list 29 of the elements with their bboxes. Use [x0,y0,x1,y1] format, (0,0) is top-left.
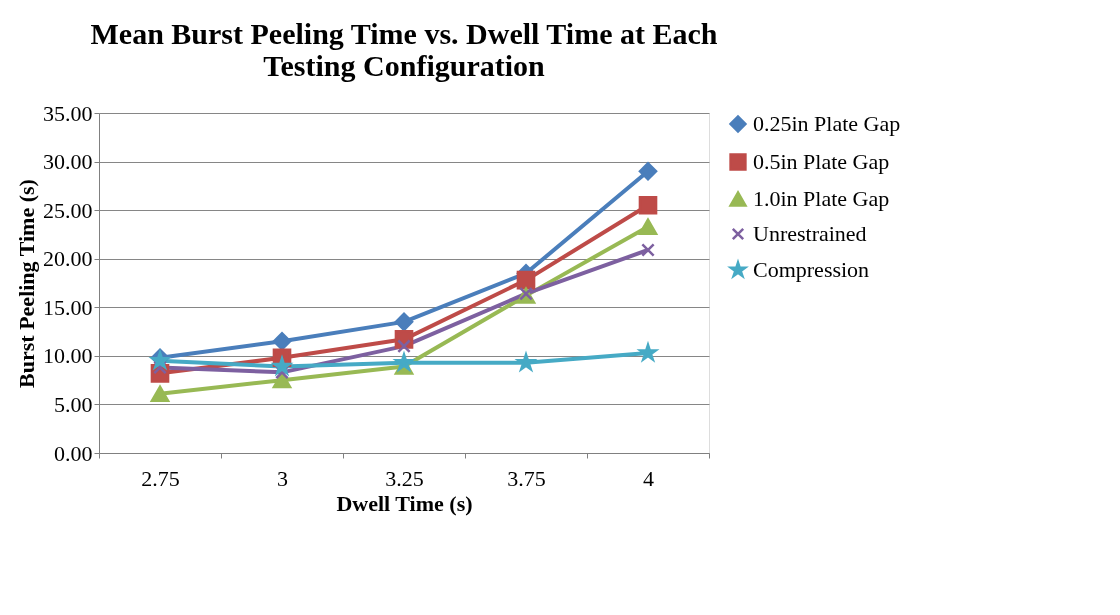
chart-title: Mean Burst Peeling Time vs. Dwell Time at Each Testing Configuration [90,17,718,82]
point [638,161,658,181]
y-tick-label: 5.00 [54,391,93,417]
legend-label: Unrestrained [753,221,867,246]
x-tick-label: 3.75 [507,465,546,491]
x-tick-label: 4 [643,465,654,491]
x-tick-label: 2.75 [141,465,180,491]
legend-label: 0.25in Plate Gap [753,111,901,136]
point [641,243,655,257]
y-tick-label: 0.00 [54,440,93,466]
y-tick-label: 30.00 [43,149,93,175]
x-tick-label: 3 [277,465,288,491]
legend-label: 1.0in Plate Gap [753,186,890,211]
point [516,270,536,290]
point [394,312,414,332]
x-axis-title: Dwell Time (s) [336,490,473,516]
legend-label: Compression [753,257,870,282]
x-tick-label: 3.25 [385,465,424,491]
y-tick-label: 20.00 [43,246,93,272]
y-tick-label: 25.00 [43,197,93,223]
y-tick-label: 15.00 [43,294,93,320]
y-tick-label: 10.00 [43,343,93,369]
point [638,195,658,215]
y-tick-label: 35.00 [43,100,93,126]
point [272,331,292,351]
point [150,385,170,402]
point [638,218,658,235]
legend-label: 0.5in Plate Gap [753,149,890,174]
y-axis-title: Burst Peeling Time (s) [14,179,39,388]
